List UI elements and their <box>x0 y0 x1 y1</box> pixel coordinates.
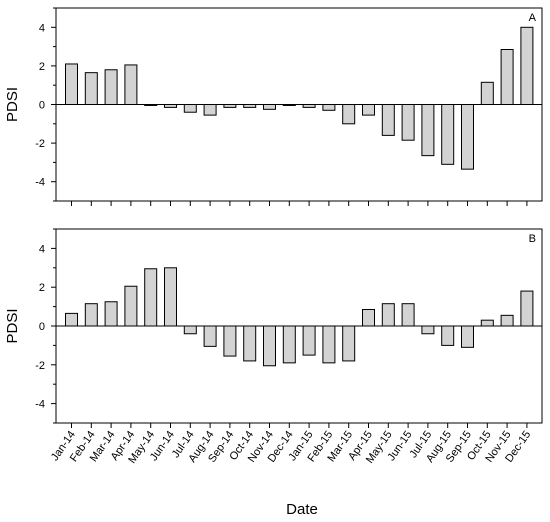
bar-sep-15 <box>461 104 474 170</box>
panel-b: -4-2024PDSIBJan-14Feb-14Mar-14Apr-14May-… <box>4 228 543 518</box>
bar-nov-14 <box>263 104 276 110</box>
bar-may-15 <box>381 303 395 327</box>
bar-apr-14 <box>124 64 138 105</box>
bar-jul-15 <box>421 325 435 335</box>
y-tick-label: 4 <box>39 243 45 255</box>
y-tick-label: -2 <box>35 360 45 372</box>
bar-may-14 <box>144 268 158 327</box>
bar-feb-15 <box>322 104 336 111</box>
bar-jul-15 <box>421 104 435 157</box>
bar-apr-15 <box>362 309 375 327</box>
bar-jul-14 <box>183 325 197 335</box>
bar-nov-14 <box>263 325 276 367</box>
bar-jun-14 <box>164 104 177 108</box>
bar-may-14 <box>144 104 158 106</box>
panel-a: -4 -2 0 2 4 PDSI A <box>4 7 543 206</box>
y-tick-label: -2 <box>35 138 45 150</box>
bar-mar-14 <box>104 69 118 106</box>
bar-dec-15 <box>520 290 534 327</box>
bar-jan-14 <box>65 312 78 327</box>
bar-oct-14 <box>243 104 257 108</box>
panel-letter: A <box>529 12 537 24</box>
bar-oct-15 <box>480 81 494 105</box>
bar-mar-14 <box>104 301 118 327</box>
bar-jun-14 <box>164 267 177 327</box>
bar-mar-15 <box>342 104 356 125</box>
y-axis-title: PDSI <box>4 87 21 122</box>
panel-letter: B <box>529 233 536 245</box>
bar-jun-15 <box>401 303 415 327</box>
bar-apr-15 <box>362 104 375 116</box>
y-tick-label: 2 <box>39 282 45 294</box>
y-tick-label: 0 <box>39 100 45 112</box>
bar-feb-15 <box>322 325 336 364</box>
bar-nov-15 <box>500 48 514 105</box>
bar-dec-14 <box>282 325 296 364</box>
bar-dec-15 <box>520 26 534 105</box>
y-tick-label: 0 <box>39 321 45 333</box>
bar-aug-14 <box>203 325 217 347</box>
bar-aug-14 <box>203 104 217 116</box>
y-tick-label: -4 <box>35 399 45 411</box>
bar-sep-14 <box>223 325 237 357</box>
bar-jan-15 <box>302 325 316 356</box>
y-tick-label: -4 <box>35 177 45 189</box>
bar-jan-14 <box>65 63 78 105</box>
bar-jan-15 <box>302 104 316 108</box>
bar-sep-14 <box>223 104 237 108</box>
bar-nov-15 <box>500 314 514 327</box>
y-tick-label: 2 <box>39 61 45 73</box>
y-tick-label: 4 <box>39 22 45 34</box>
bar-mar-15 <box>342 325 356 362</box>
bar-aug-15 <box>441 325 455 346</box>
bar-sep-15 <box>461 325 474 348</box>
bar-dec-14 <box>282 104 296 106</box>
bar-oct-14 <box>243 325 257 362</box>
bar-oct-15 <box>480 319 494 327</box>
bar-jul-14 <box>183 104 197 113</box>
bar-may-15 <box>381 104 395 136</box>
bar-aug-15 <box>441 104 455 165</box>
bar-apr-14 <box>124 285 138 327</box>
bar-feb-14 <box>84 72 98 105</box>
bar-feb-14 <box>84 303 98 327</box>
bar-jun-15 <box>401 104 415 141</box>
y-axis-title: PDSI <box>4 308 21 343</box>
x-axis-title: Date <box>286 501 318 518</box>
